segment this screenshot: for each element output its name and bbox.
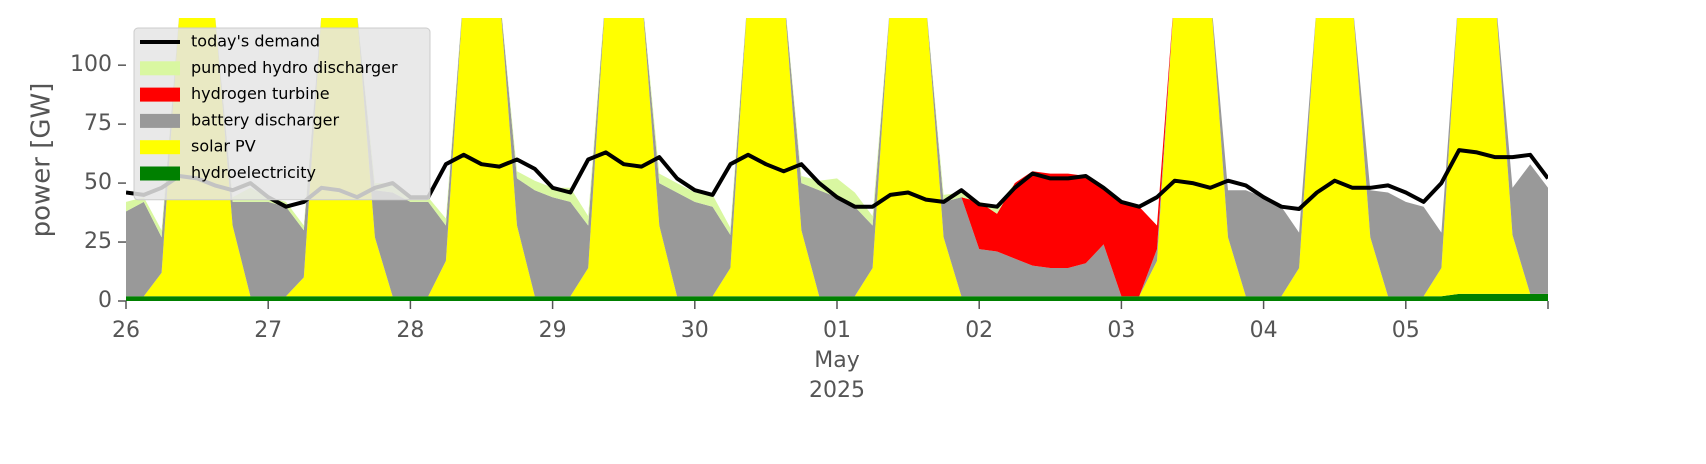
y-axis-label: power [GW] — [27, 83, 57, 238]
legend-swatch — [140, 140, 180, 155]
x-tick-label: 29 — [539, 318, 567, 343]
legend-label: battery discharger — [191, 110, 339, 129]
area — [126, 18, 1548, 297]
x-tick-sublabel: 2025 — [809, 378, 865, 403]
legend-swatch — [140, 166, 180, 181]
legend-box — [133, 27, 431, 201]
legend-label: solar PV — [191, 137, 256, 156]
x-tick-label: 26 — [112, 318, 140, 343]
area — [126, 18, 1548, 297]
legend-label: hydroelectricity — [191, 163, 316, 182]
legend-label: hydrogen turbine — [191, 84, 330, 103]
area — [126, 18, 1548, 238]
y-tick-label: 0 — [98, 288, 112, 313]
area — [126, 293, 1548, 301]
legend-swatch — [140, 87, 180, 102]
x-tick-label: 27 — [254, 318, 282, 343]
y-tick-label: 25 — [84, 229, 112, 254]
legend-swatch — [140, 113, 180, 128]
y-tick-label: 75 — [84, 111, 112, 136]
x-tick-label: 28 — [396, 318, 424, 343]
legend-label: today's demand — [191, 32, 320, 51]
x-tick-label: 30 — [681, 318, 709, 343]
x-tick-label: 03 — [1107, 318, 1135, 343]
x-tick-label: 02 — [965, 318, 993, 343]
plot-area — [126, 18, 1548, 301]
x-tick-sublabel: May — [814, 348, 859, 373]
y-tick-label: 100 — [70, 52, 112, 77]
x-tick-label: 05 — [1392, 318, 1420, 343]
x-tick-label: 01 — [823, 318, 851, 343]
legend-label: pumped hydro discharger — [191, 58, 398, 77]
y-tick-label: 50 — [84, 170, 112, 195]
x-tick-label: 04 — [1250, 318, 1278, 343]
legend-swatch — [140, 61, 180, 76]
